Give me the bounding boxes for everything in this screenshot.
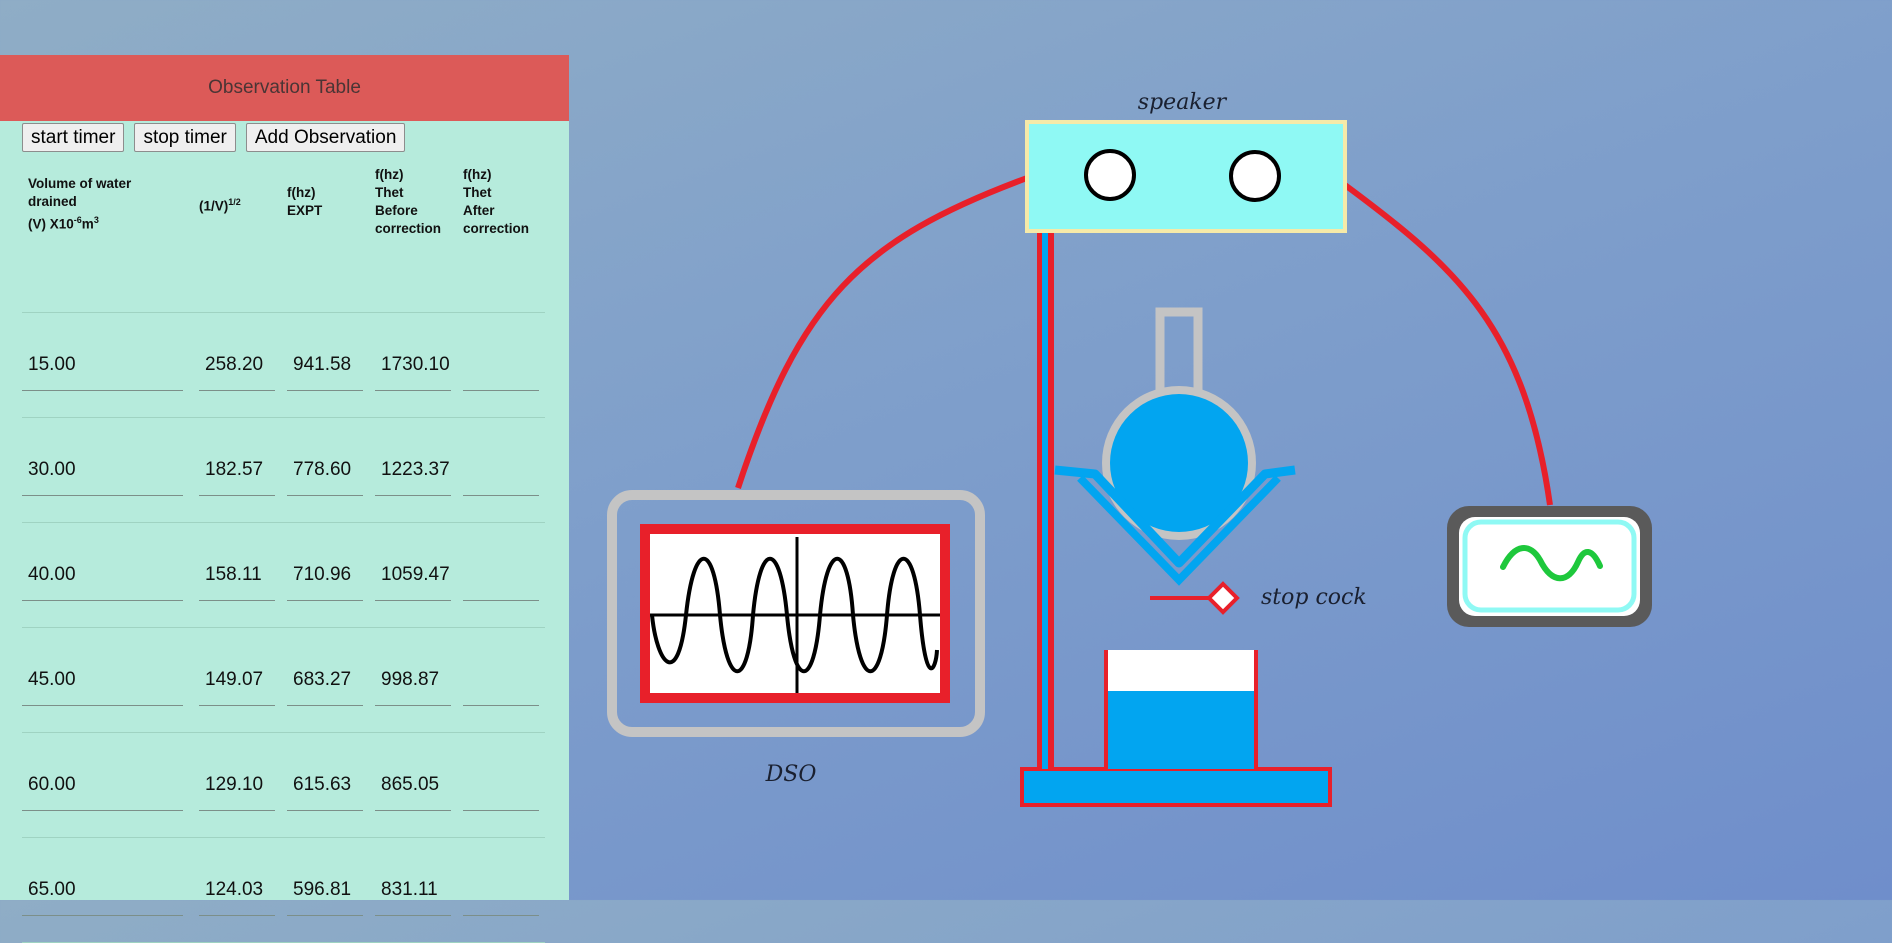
header-volume: Volume of water drained (V) X10-6m3 <box>28 176 132 232</box>
dso-label: DSO <box>765 762 817 787</box>
toolbar: start timer stop timer Add Observation <box>22 123 406 152</box>
speaker-cone-left <box>1084 149 1136 201</box>
volume-cell[interactable]: 15.00 <box>22 347 183 391</box>
f-expt-cell[interactable]: 710.96 <box>287 557 363 601</box>
f-after-cell[interactable] <box>463 767 539 811</box>
volume-cell[interactable]: 40.00 <box>22 557 183 601</box>
panel-title-text: Observation Table <box>208 77 361 98</box>
speaker-label: speaker <box>1138 90 1228 115</box>
beaker <box>1104 650 1258 769</box>
f-expt-cell[interactable]: 596.81 <box>287 872 363 916</box>
dso-frame <box>607 490 985 737</box>
table-row: 65.00 124.03 596.81 831.11 <box>22 838 545 943</box>
sine-wave-icon <box>1500 545 1603 582</box>
inv-sqrt-cell[interactable]: 158.11 <box>199 557 275 601</box>
header-f-before-correction: f(hz) Thet Before correction <box>375 167 442 236</box>
observation-panel: Observation Table start timer stop timer… <box>0 55 569 943</box>
inv-sqrt-cell[interactable]: 182.57 <box>199 452 275 496</box>
inv-sqrt-cell[interactable]: 149.07 <box>199 662 275 706</box>
table-header: Volume of water drained (V) X10-6m3 (1/V… <box>22 167 545 313</box>
dso-oscilloscope[interactable] <box>607 490 985 737</box>
f-expt-cell[interactable]: 683.27 <box>287 662 363 706</box>
stop-timer-button[interactable]: stop timer <box>134 123 236 152</box>
table-row: 60.00 129.10 615.63 865.05 <box>22 733 545 838</box>
f-before-cell[interactable]: 865.05 <box>375 767 451 811</box>
stopcock[interactable] <box>1150 581 1240 615</box>
funnel-arms <box>1054 465 1296 568</box>
header-inv-sqrt-volume: (1/V)1/2 <box>199 197 241 214</box>
wire-speaker-to-dso <box>735 175 1029 489</box>
stand-rod-right-edge <box>1048 232 1054 769</box>
stand-base <box>1020 767 1332 807</box>
beaker-water <box>1106 691 1256 769</box>
f-before-cell[interactable]: 1223.37 <box>375 452 451 496</box>
inv-sqrt-cell[interactable]: 124.03 <box>199 872 275 916</box>
f-after-cell[interactable] <box>463 452 539 496</box>
inv-sqrt-cell[interactable]: 258.20 <box>199 347 275 391</box>
f-expt-cell[interactable]: 941.58 <box>287 347 363 391</box>
generator-screen <box>1462 519 1637 613</box>
header-f-after-correction: f(hz) Thet After correction <box>463 167 530 236</box>
flask-bulb <box>1110 394 1248 532</box>
f-after-cell[interactable] <box>463 347 539 391</box>
table-row: 40.00 158.11 710.96 1059.47 <box>22 523 545 628</box>
table-row: 45.00 149.07 683.27 998.87 <box>22 628 545 733</box>
panel-title: Observation Table <box>0 55 569 121</box>
f-after-cell[interactable] <box>463 557 539 601</box>
volume-cell[interactable]: 60.00 <box>22 767 183 811</box>
wire-speaker-to-generator <box>1343 182 1553 506</box>
f-before-cell[interactable]: 998.87 <box>375 662 451 706</box>
stand-rod-left-edge <box>1037 232 1042 769</box>
f-expt-cell[interactable]: 778.60 <box>287 452 363 496</box>
table-row: 30.00 182.57 778.60 1223.37 <box>22 418 545 523</box>
start-timer-button[interactable]: start timer <box>22 123 125 152</box>
f-expt-cell[interactable]: 615.63 <box>287 767 363 811</box>
header-f-expt: f(hz) EXPT <box>287 185 323 218</box>
retort-stand <box>1020 232 1332 807</box>
speaker-body <box>1025 120 1347 233</box>
stand-rod <box>1042 232 1048 769</box>
flask-neck <box>1155 307 1203 397</box>
signal-generator[interactable] <box>1447 506 1652 627</box>
volume-cell[interactable]: 65.00 <box>22 872 183 916</box>
f-after-cell[interactable] <box>463 662 539 706</box>
flask[interactable] <box>1054 307 1296 586</box>
speaker[interactable] <box>1025 120 1347 233</box>
speaker-cone-right <box>1229 150 1281 202</box>
stopcock-valve[interactable] <box>1206 581 1240 615</box>
inv-sqrt-cell[interactable]: 129.10 <box>199 767 275 811</box>
add-observation-button[interactable]: Add Observation <box>245 123 406 152</box>
volume-cell[interactable]: 45.00 <box>22 662 183 706</box>
f-before-cell[interactable]: 831.11 <box>375 872 451 916</box>
observation-table: Volume of water drained (V) X10-6m3 (1/V… <box>22 167 545 943</box>
apparatus-diagram: speaker stop cock <box>607 90 1652 807</box>
stopcock-label: stop cock <box>1261 585 1367 610</box>
volume-cell[interactable]: 30.00 <box>22 452 183 496</box>
f-before-cell[interactable]: 1730.10 <box>375 347 451 391</box>
table-row: 15.00 258.20 941.58 1730.10 <box>22 313 545 418</box>
dso-waveform <box>650 556 939 674</box>
funnel-cone <box>1077 475 1281 586</box>
f-after-cell[interactable] <box>463 872 539 916</box>
f-before-cell[interactable]: 1059.47 <box>375 557 451 601</box>
